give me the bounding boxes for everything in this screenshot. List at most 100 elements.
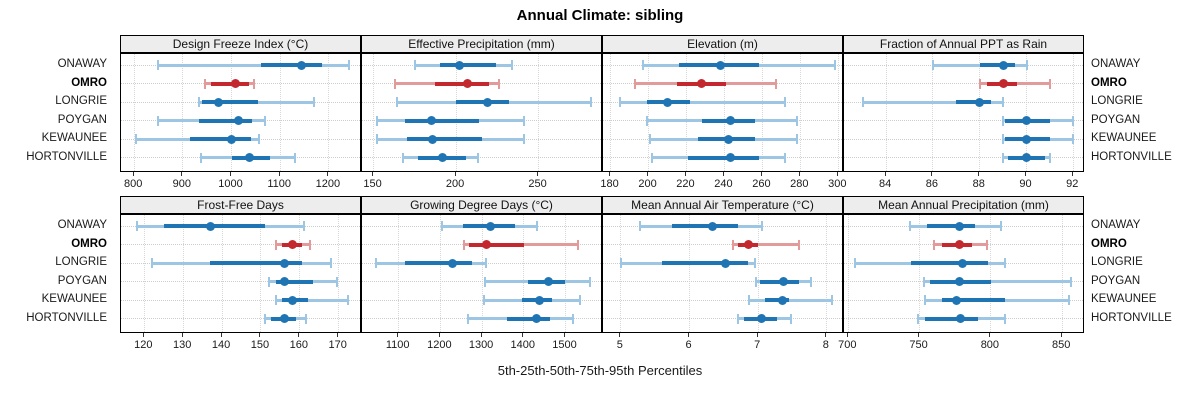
figure-title: Annual Climate: sibling	[516, 7, 684, 24]
site-label-right: LONGRIE	[1091, 95, 1143, 107]
panel-body	[602, 53, 843, 172]
axis-tick-label: 250	[528, 178, 547, 190]
axis-tick	[798, 172, 800, 176]
axis-tick-label: 6	[685, 339, 692, 351]
gridline	[919, 215, 921, 332]
axis-tick	[1060, 333, 1062, 337]
axis-tick-label: 280	[790, 178, 809, 190]
whisker-cap	[402, 152, 405, 163]
iqr-bar	[926, 224, 976, 228]
median-dot	[482, 97, 492, 107]
gridline	[761, 54, 763, 171]
axis-tick-label: 1000	[218, 178, 243, 190]
axis-tick-label: 140	[211, 339, 231, 351]
whisker-cap	[619, 258, 622, 268]
gridline	[182, 215, 184, 332]
gridline	[1026, 54, 1027, 171]
median-dot	[956, 314, 966, 323]
site-label-right: KEWAUNEE	[1091, 132, 1157, 144]
iqr-bar	[202, 100, 259, 104]
axis-tick-label: 900	[172, 178, 191, 190]
axis-tick	[884, 172, 886, 176]
whisker-cap	[854, 258, 857, 268]
axis-tick-label: 800	[123, 178, 143, 190]
whisker-cap	[1072, 134, 1075, 144]
gridline	[133, 54, 135, 171]
whisker-cap	[1069, 276, 1072, 287]
whisker-cap	[790, 313, 793, 324]
gridline	[689, 215, 690, 332]
axis-tick-label: 1100	[385, 339, 410, 351]
median-dot	[955, 277, 964, 286]
median-dot	[721, 258, 731, 268]
whisker-cap	[917, 313, 920, 324]
iqr-bar	[911, 261, 989, 265]
median-dot	[227, 134, 237, 144]
axis-tick	[438, 333, 440, 337]
whisker-cap	[747, 295, 750, 305]
axis-tick	[722, 172, 724, 176]
panel-title: Elevation (m)	[687, 37, 758, 51]
axis-tick	[181, 333, 183, 337]
site-label-right: ONAWAY	[1091, 219, 1141, 231]
median-dot	[998, 60, 1008, 70]
axis-tick	[337, 333, 339, 337]
whisker-cap	[833, 60, 836, 70]
whisker-cap	[302, 221, 305, 231]
gridline	[837, 54, 839, 171]
median-dot	[287, 240, 297, 249]
row-guideline	[362, 281, 601, 282]
iqr-bar	[260, 63, 323, 67]
gridline	[231, 54, 233, 171]
row-guideline	[603, 244, 842, 245]
axis-tick-label: 92	[1066, 178, 1079, 190]
whisker-cap	[810, 276, 813, 287]
row-guideline	[844, 83, 1083, 84]
whisker-cap	[263, 313, 266, 324]
whisker-cap	[639, 221, 642, 231]
gridline	[757, 215, 759, 332]
axis-tick-label: 150	[363, 178, 382, 190]
axis-tick	[220, 333, 222, 337]
panel-strip: Effective Precipitation (mm)	[361, 35, 602, 53]
gridline	[328, 54, 330, 171]
iqr-bar	[662, 261, 748, 265]
axis-tick-label: 180	[600, 178, 619, 190]
median-dot	[531, 314, 541, 323]
iqr-bar	[688, 155, 759, 160]
whisker-cap	[394, 78, 396, 89]
whisker-cap	[1004, 313, 1007, 324]
panel-strip: Design Freeze Index (°C)	[120, 35, 361, 53]
median-dot	[454, 60, 464, 70]
median-dot	[463, 79, 473, 88]
whisker-cap	[374, 258, 377, 268]
gridline	[610, 54, 612, 171]
axis-tick	[918, 333, 920, 337]
row-guideline	[362, 157, 601, 158]
gridline	[723, 54, 725, 171]
whisker-cap	[784, 152, 787, 163]
iqr-bar	[434, 81, 490, 86]
axis-tick	[259, 333, 261, 337]
iqr-bar	[468, 242, 524, 247]
axis-tick-label: 200	[638, 178, 657, 190]
axis-tick	[372, 172, 374, 176]
whisker-cap	[135, 221, 138, 231]
gridline	[221, 215, 223, 332]
iqr-bar	[925, 316, 979, 321]
axis-tick	[836, 172, 838, 176]
axis-tick-label: 1300	[468, 339, 494, 351]
whisker-cap	[1048, 78, 1051, 89]
median-dot	[535, 295, 545, 305]
axis-tick-label: 1400	[510, 339, 535, 351]
panel-title: Effective Precipitation (mm)	[408, 37, 555, 51]
whisker-cap	[931, 60, 934, 70]
median-dot	[485, 221, 495, 231]
median-dot	[1022, 153, 1031, 162]
median-dot	[245, 153, 255, 162]
whisker-cap	[798, 239, 801, 250]
whisker-cap	[476, 152, 479, 163]
axis-tick	[1025, 172, 1026, 176]
axis-tick-label: 1500	[552, 339, 577, 351]
